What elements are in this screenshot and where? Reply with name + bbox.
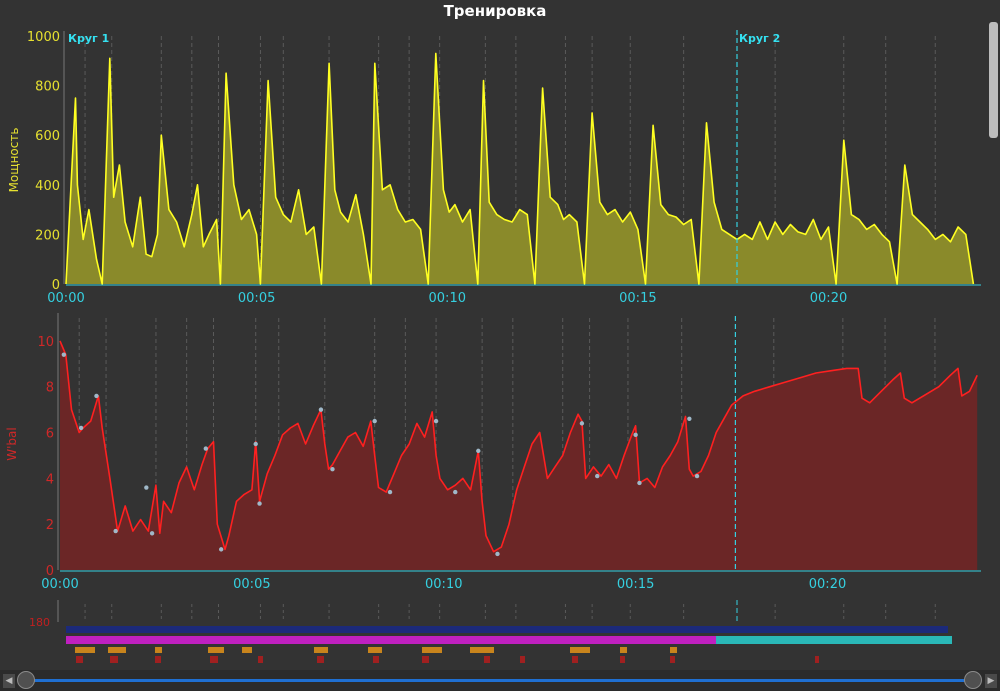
interval-marker	[373, 656, 379, 663]
wbal-marker	[694, 473, 700, 479]
interval-marker	[155, 656, 161, 663]
interval-marker	[422, 656, 429, 663]
wbal-marker	[453, 489, 458, 495]
interval-block	[670, 647, 677, 653]
interval-block	[470, 647, 494, 653]
y-tick-label: 4	[46, 472, 54, 487]
interval-block	[208, 647, 224, 653]
range-end-handle[interactable]	[964, 671, 982, 689]
x-tick-label: 00:00	[41, 577, 78, 592]
y-tick-label: 0	[46, 564, 54, 579]
range-start-handle[interactable]	[17, 671, 35, 689]
wbal-marker	[203, 446, 209, 451]
wbal-marker	[495, 551, 500, 557]
wbal-marker	[78, 425, 84, 431]
y-tick-label: 8	[46, 381, 54, 396]
wbal-marker	[61, 352, 67, 357]
interval-marker	[670, 656, 675, 663]
wbal-marker	[144, 485, 149, 490]
interval-marker	[815, 656, 819, 663]
x-tick-label: 00:10	[425, 577, 462, 592]
interval-marker	[317, 656, 324, 663]
wbal-marker	[579, 421, 585, 426]
interval-marker	[110, 656, 118, 663]
y-tick-label: 2	[46, 518, 54, 533]
interval-block	[620, 647, 627, 653]
wbal-marker	[218, 547, 224, 552]
y-tick-label: 600	[35, 129, 60, 144]
lap-label: Круг 2	[739, 32, 780, 45]
wbal-marker	[372, 418, 377, 424]
y-tick-label: 800	[35, 80, 60, 95]
y-axis-label: Мощность	[7, 128, 21, 193]
wbal-marker	[387, 489, 393, 495]
wbal-marker	[476, 448, 481, 454]
scroll-left-arrow-icon[interactable]: ◀	[3, 674, 15, 688]
interval-block	[368, 647, 382, 653]
wbal-marker	[687, 416, 692, 421]
y-tick-label: 10	[37, 335, 54, 350]
interval-block	[108, 647, 126, 653]
x-tick-label: 00:20	[809, 577, 846, 592]
interval-block	[242, 647, 252, 653]
wbal-line	[59, 340, 978, 553]
y-tick-label: 400	[35, 179, 60, 194]
x-tick-label: 00:15	[617, 577, 654, 592]
x-tick-label: 00:20	[810, 291, 847, 306]
interval-marker	[210, 656, 218, 663]
interval-block	[75, 647, 95, 653]
interval-bar	[66, 636, 716, 644]
interval-block	[155, 647, 162, 653]
power-area	[66, 53, 974, 285]
x-tick-label: 00:10	[429, 291, 466, 306]
interval-marker	[258, 656, 263, 663]
interval-block	[314, 647, 328, 653]
wbal-marker	[637, 480, 642, 486]
wbal-marker	[433, 418, 439, 424]
y-tick-label: 200	[35, 228, 60, 243]
interval-bar	[66, 626, 948, 633]
interval-block	[422, 647, 442, 653]
y-tick-label: 0	[52, 278, 60, 293]
y-axis-label: W'bal	[5, 427, 19, 460]
interval-block	[570, 647, 590, 653]
wbal-marker	[149, 531, 155, 536]
wbal-marker	[257, 501, 262, 506]
interval-marker	[572, 656, 578, 663]
x-tick-label: 00:15	[619, 291, 656, 306]
interval-marker	[620, 656, 625, 663]
interval-marker	[76, 656, 83, 663]
wbal-marker	[253, 441, 258, 447]
x-tick-label: 00:05	[238, 291, 275, 306]
x-tick-label: 00:05	[233, 577, 270, 592]
chart-title: Тренировка	[443, 2, 547, 20]
wbal-marker	[318, 407, 324, 412]
vertical-scrollbar[interactable]	[989, 22, 998, 138]
wbal-marker	[633, 432, 638, 438]
interval-bar	[716, 636, 952, 644]
range-track[interactable]	[22, 679, 972, 682]
scroll-right-arrow-icon[interactable]: ▶	[985, 674, 997, 688]
wbal-marker	[113, 528, 118, 534]
lap-label: Круг 1	[68, 32, 109, 45]
wbal-marker	[330, 467, 335, 472]
bottom-tick-label: 180	[29, 616, 50, 629]
y-tick-label: 6	[46, 427, 54, 442]
wbal-area	[60, 340, 978, 570]
interval-marker	[520, 656, 525, 663]
wbal-marker	[94, 393, 99, 399]
wbal-marker	[595, 473, 600, 479]
y-tick-label: 1000	[27, 30, 60, 45]
interval-marker	[484, 656, 490, 663]
x-tick-label: 00:00	[47, 291, 84, 306]
power-line	[65, 52, 975, 285]
